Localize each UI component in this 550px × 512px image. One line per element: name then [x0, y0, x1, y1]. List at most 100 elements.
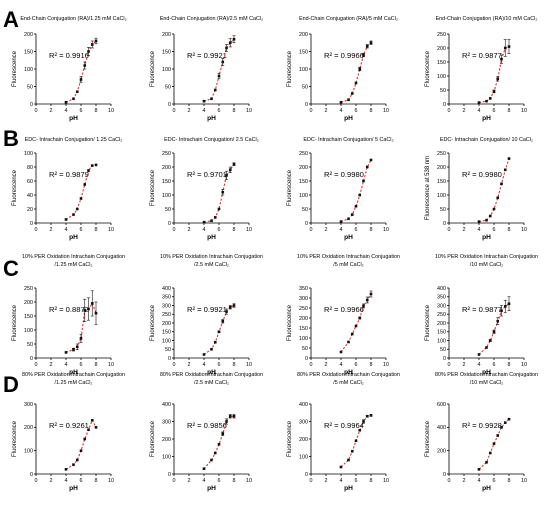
y-axis-label: Fluorescence: [425, 420, 431, 457]
chart-title: 10% PER Oxidation Intrachain Conjugation: [435, 254, 538, 260]
data-point: [221, 190, 225, 194]
panel-label-a: A: [3, 7, 19, 32]
y-tick-label: 300: [299, 296, 308, 302]
data-point: [217, 330, 221, 334]
x-tick-label: 4: [340, 362, 343, 368]
data-point: [369, 414, 373, 417]
x-axis-label: pH: [344, 115, 353, 122]
x-tick-label: 2: [188, 108, 191, 114]
data-point: [72, 213, 75, 216]
x-tick-label: 2: [188, 362, 191, 368]
y-tick-label: 150: [162, 179, 171, 185]
x-tick-label: 2: [325, 108, 328, 114]
y-axis-label: Fluorescence: [150, 420, 156, 457]
x-tick-label: 10: [521, 227, 527, 233]
x-tick-label: 6: [493, 362, 496, 368]
x-tick-label: 8: [370, 478, 373, 484]
x-tick-label: 10: [521, 362, 527, 368]
data-point: [500, 182, 503, 186]
y-tick-label: 150: [437, 60, 446, 66]
data-point: [213, 340, 217, 344]
x-tick-label: 0: [173, 108, 176, 114]
y-tick-label: 250: [437, 151, 446, 157]
x-tick-label: 6: [80, 108, 83, 114]
r-squared-label: R² = 0.9980: [462, 170, 502, 179]
y-tick-label: 250: [24, 286, 33, 292]
data-point: [503, 168, 507, 172]
data-point: [350, 332, 354, 336]
chart-10: 10% PER Oxidation Intrachain Conjugation…: [150, 254, 263, 376]
x-tick-label: 10: [246, 478, 252, 484]
data-point: [228, 41, 232, 45]
y-tick-label: 400: [299, 402, 308, 408]
data-point: [87, 428, 90, 431]
data-point: [210, 347, 213, 351]
x-tick-label: 4: [478, 108, 481, 114]
chart-title: EDC- Intrachain Conjugation/ 2.5 CaCl₂: [164, 137, 259, 143]
y-tick-label: 60: [27, 179, 33, 185]
y-axis-label: Fluorescence: [287, 420, 293, 457]
chart-13: 80% PER Oxidation Intrachain Conjugation…: [12, 372, 125, 492]
chart-title: /1.25 mM CaCl₂: [54, 262, 92, 268]
y-tick-label: 0: [168, 472, 171, 478]
data-point: [83, 183, 87, 186]
data-point: [496, 319, 500, 323]
x-tick-label: 0: [310, 362, 313, 368]
x-axis-label: pH: [482, 115, 491, 122]
y-tick-label: 20: [27, 207, 33, 213]
chart-title: EDC- Intrachain Conjugation/ 5 CaCl₂: [303, 137, 393, 143]
panel-label-c: C: [3, 256, 19, 281]
data-point: [210, 458, 213, 462]
x-tick-label: 0: [448, 478, 451, 484]
y-tick-label: 150: [437, 330, 446, 336]
y-tick-label: 200: [162, 32, 171, 38]
y-tick-label: 250: [162, 312, 171, 318]
y-tick-label: 300: [437, 303, 446, 309]
y-axis-label: Fluorescence at 538 nm: [425, 156, 431, 220]
y-tick-label: 80: [27, 165, 33, 171]
data-point: [485, 346, 488, 349]
x-tick-label: 6: [218, 227, 221, 233]
chart-title: /2.5 mM CaCl₂: [194, 262, 229, 268]
data-point: [358, 316, 362, 320]
y-tick-label: 100: [162, 454, 171, 460]
r-squared-label: R² = 0.9877: [462, 305, 502, 314]
data-point: [354, 439, 358, 443]
data-point: [503, 421, 507, 424]
r-squared-label: R² = 0.9964: [324, 421, 364, 430]
y-tick-label: 200: [299, 316, 308, 322]
x-axis-label: pH: [69, 234, 78, 241]
y-tick-label: 0: [305, 472, 308, 478]
x-tick-label: 4: [65, 108, 68, 114]
r-squared-label: R² = 0.9701: [187, 170, 227, 179]
chart-title: /1.25 mM CaCl₂: [54, 380, 92, 386]
data-point: [79, 197, 83, 200]
x-tick-label: 0: [35, 227, 38, 233]
data-point: [87, 50, 90, 53]
y-tick-label: 50: [165, 207, 171, 213]
x-axis-label: pH: [69, 115, 78, 122]
y-tick-label: 0: [305, 356, 308, 362]
data-point: [221, 60, 225, 64]
y-tick-label: 150: [24, 49, 33, 55]
y-tick-label: 0: [168, 356, 171, 362]
y-tick-label: 200: [24, 300, 33, 306]
y-tick-label: 300: [162, 419, 171, 425]
data-point: [492, 442, 496, 445]
chart-title: End-Chain Conjugation (RA)/5 mM CaCl₂: [299, 16, 398, 22]
data-point: [369, 41, 373, 45]
y-axis-label: Fluorescence: [12, 169, 18, 206]
data-point: [210, 97, 213, 101]
r-squared-label: R² = 0.9877: [462, 51, 502, 60]
x-tick-label: 0: [310, 227, 313, 233]
fit-curve: [340, 414, 372, 468]
y-axis-label: Fluorescence: [12, 420, 18, 457]
y-tick-label: 300: [162, 303, 171, 309]
y-tick-label: 100: [299, 336, 308, 342]
x-tick-label: 8: [508, 108, 511, 114]
data-point: [228, 305, 232, 309]
x-tick-label: 0: [448, 227, 451, 233]
data-point: [94, 163, 98, 167]
x-tick-label: 6: [218, 108, 221, 114]
x-tick-label: 4: [340, 478, 343, 484]
